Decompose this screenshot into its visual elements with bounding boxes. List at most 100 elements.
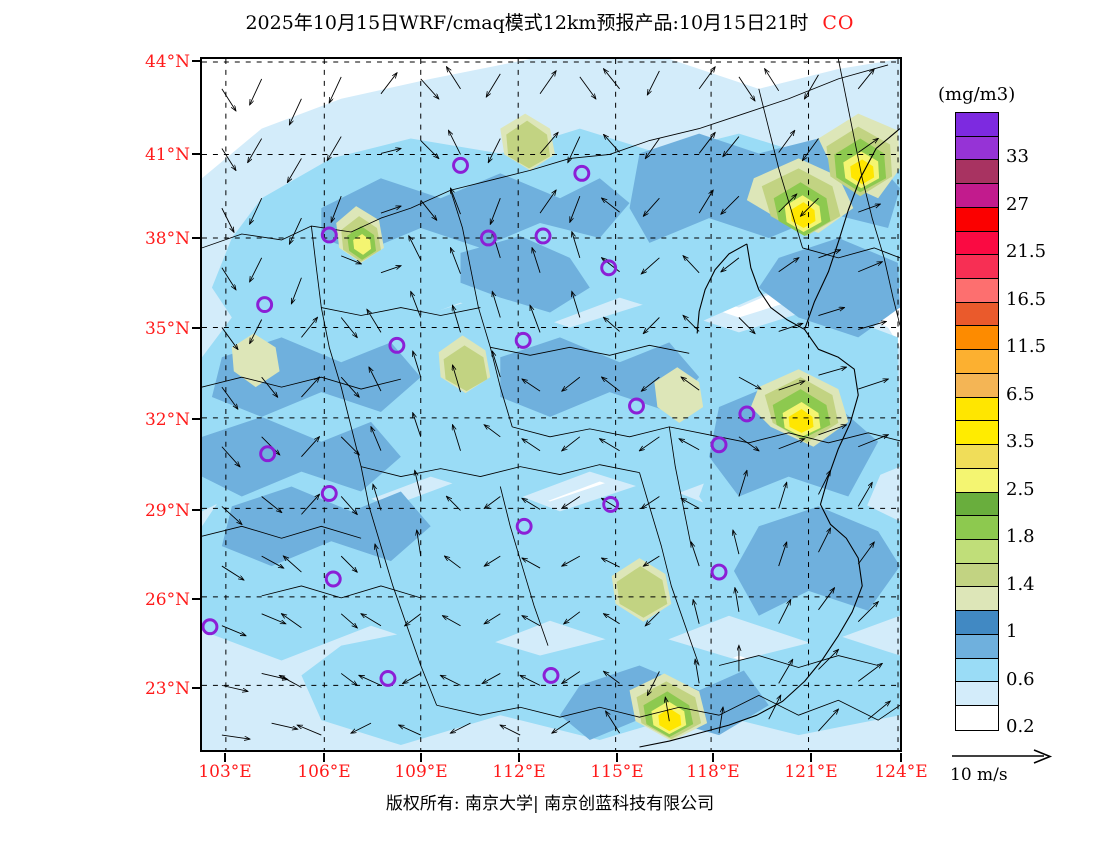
lat-tick-label-38n: 38°N <box>144 229 190 249</box>
colorbar-segment <box>956 539 998 564</box>
colorbar-segment <box>956 658 998 683</box>
colorbar-segment <box>956 279 998 303</box>
station-marker <box>256 296 274 314</box>
lat-tick-mark-41n <box>192 153 201 155</box>
colorbar-segment <box>956 350 998 374</box>
colorbar-tick-label: 21.5 <box>1006 241 1047 263</box>
coastline <box>639 128 900 748</box>
lon-tick-label-124e: 124°E <box>874 762 928 782</box>
lat-tick-mark-32n <box>192 418 201 420</box>
map-svg <box>202 59 900 750</box>
forecast-map-plot[interactable] <box>200 57 902 752</box>
administrative-boundaries <box>202 59 900 721</box>
colorbar-tick-label: 3.5 <box>1006 431 1035 453</box>
lon-tick-label-109e: 109°E <box>394 762 448 782</box>
colorbar-segment <box>956 184 998 208</box>
lat-tick-label-44n: 44°N <box>144 52 190 72</box>
lon-tick-label-118e: 118°E <box>686 762 740 782</box>
wind-vector-field <box>221 67 890 739</box>
lat-tick-mark-26n <box>192 598 201 600</box>
map-gridlines <box>202 59 900 750</box>
copyright-footer: 版权所有: 南京大学| 南京创蓝科技有限公司 <box>385 794 715 814</box>
colorbar-segment <box>956 207 998 232</box>
station-marker <box>573 164 591 182</box>
lat-tick-label-29n: 29°N <box>144 501 190 521</box>
colorbar-segment <box>956 326 998 351</box>
wind-scale-label: 10 m/s <box>950 765 1008 785</box>
lon-tick-mark-124e <box>900 753 902 762</box>
colorbar-segment <box>956 563 998 588</box>
lat-tick-label-26n: 26°N <box>144 590 190 610</box>
colorbar-segment <box>956 516 998 540</box>
colorbar-tick-label: 1.4 <box>1006 573 1035 595</box>
colorbar-segment <box>956 492 998 517</box>
lat-tick-label-41n: 41°N <box>144 145 190 165</box>
colorbar-tick-label: 6.5 <box>1006 383 1035 405</box>
station-marker <box>738 405 756 423</box>
lat-tick-label-23n: 23°N <box>144 679 190 699</box>
station-marker <box>602 495 620 513</box>
lat-tick-mark-23n <box>192 687 201 689</box>
station-marker <box>259 445 277 463</box>
colorbar-segment <box>956 611 998 635</box>
colorbar-tick-label: 1.8 <box>1006 526 1035 548</box>
colorbar-tick-label: 33 <box>1006 146 1029 168</box>
lon-tick-mark-103e <box>224 753 226 762</box>
colorbar-segment <box>956 255 998 280</box>
colorbar-segment <box>956 397 998 422</box>
station-marker <box>534 227 552 245</box>
lon-tick-label-106e: 106°E <box>297 762 351 782</box>
colorbar-segment <box>956 682 998 706</box>
lon-tick-label-115e: 115°E <box>590 762 644 782</box>
wind-scale-arrow-icon <box>952 749 1053 764</box>
colorbar-tick-label: 11.5 <box>1006 336 1047 358</box>
lon-tick-mark-121e <box>810 753 812 762</box>
lon-tick-mark-115e <box>616 753 618 762</box>
station-marker <box>320 485 338 502</box>
station-marker <box>388 336 406 354</box>
page-title: 2025年10月15日WRF/cmaq模式12km预报产品:10月15日21时 C… <box>0 8 1100 35</box>
lon-tick-label-112e: 112°E <box>492 762 546 782</box>
station-marker <box>710 563 728 581</box>
map-canvas <box>202 59 900 750</box>
colorbar-segment <box>956 302 998 327</box>
lon-tick-mark-106e <box>323 753 325 762</box>
concentration-field <box>202 59 900 750</box>
lat-tick-mark-29n <box>192 509 201 511</box>
colorbar-segment <box>956 587 998 612</box>
title-species-label: CO <box>822 12 855 34</box>
lon-tick-mark-112e <box>518 753 520 762</box>
colorbar-segment <box>956 421 998 446</box>
colorbar-segment <box>956 113 998 137</box>
lon-tick-label-103e: 103°E <box>198 762 252 782</box>
lat-tick-label-35n: 35°N <box>144 319 190 339</box>
station-marker <box>710 436 728 454</box>
lon-tick-label-121e: 121°E <box>784 762 838 782</box>
colorbar[interactable] <box>955 112 999 731</box>
station-marker <box>542 666 560 684</box>
lat-tick-mark-38n <box>192 237 201 239</box>
colorbar-unit-label: (mg/m3) <box>938 84 1016 105</box>
colorbar-segment <box>956 160 998 185</box>
colorbar-segment <box>956 373 998 398</box>
title-main-text: 2025年10月15日WRF/cmaq模式12km预报产品:10月15日21时 <box>245 12 809 34</box>
station-marker <box>324 570 342 588</box>
colorbar-tick-label: 0.2 <box>1006 716 1035 737</box>
colorbar-segment <box>956 136 998 161</box>
colorbar-tick-label: 0.6 <box>1006 668 1035 690</box>
station-marker <box>202 618 219 636</box>
colorbar-segment <box>956 445 998 469</box>
colorbar-tick-label: 16.5 <box>1006 288 1047 310</box>
colorbar-tick-label: 2.5 <box>1006 478 1035 500</box>
lat-tick-label-32n: 32°N <box>144 410 190 430</box>
colorbar-segment <box>956 231 998 256</box>
lat-tick-mark-44n <box>192 60 201 62</box>
wind-scale-legend: 10 m/s <box>950 748 1090 785</box>
lat-tick-mark-35n <box>192 327 201 329</box>
colorbar-tick-label: 27 <box>1006 193 1029 215</box>
station-marker <box>600 259 618 277</box>
colorbar-segment <box>956 634 998 659</box>
station-marker <box>452 156 469 174</box>
station-marker <box>320 226 338 244</box>
